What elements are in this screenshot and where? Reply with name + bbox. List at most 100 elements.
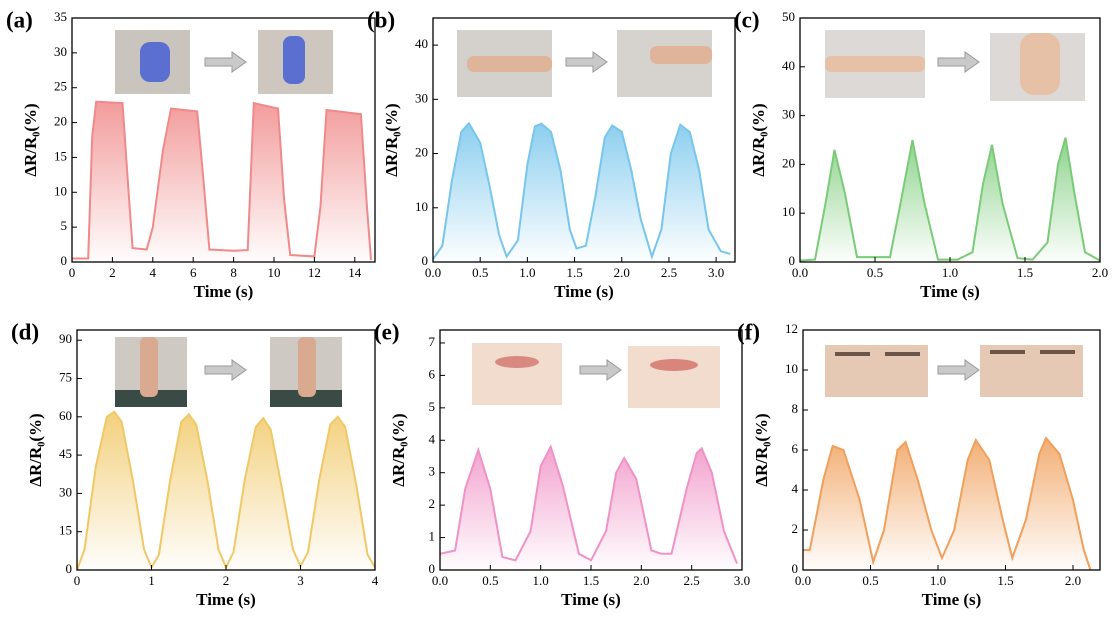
y-tick-label: 15 — [54, 148, 67, 163]
x-tick-label: 1.5 — [1017, 265, 1033, 280]
y-tick-label: 6 — [792, 441, 799, 456]
panel-label: (c) — [734, 7, 760, 32]
x-tick-label: 2.0 — [1065, 573, 1081, 588]
y-tick-label: 50 — [782, 9, 795, 24]
photo-brow — [835, 352, 870, 356]
photo-leg — [140, 337, 158, 397]
y-tick-label: 0 — [66, 561, 73, 576]
x-tick-label: 0.5 — [867, 265, 883, 280]
x-tick-label: 2 — [223, 573, 230, 588]
y-tick-label: 5 — [61, 218, 68, 233]
area — [77, 412, 375, 570]
y-tick-label: 20 — [54, 114, 67, 129]
y-tick-label: 15 — [59, 523, 72, 538]
y-tick-label: 20 — [415, 145, 428, 160]
y-tick-label: 60 — [59, 408, 72, 423]
y-axis-label: ΔR/R₀(%) — [26, 413, 45, 486]
x-tick-label: 0.5 — [482, 573, 498, 588]
y-tick-label: 30 — [782, 107, 795, 122]
arrow — [566, 52, 607, 72]
x-axis-label: Time (s) — [554, 282, 614, 301]
x-tick-label: 1.0 — [930, 573, 946, 588]
x-tick-label: 2.0 — [1092, 265, 1108, 280]
x-tick-label: 2 — [109, 265, 116, 280]
photo-arm — [825, 56, 925, 72]
y-axis-label: ΔR/R₀(%) — [21, 103, 40, 176]
arrow — [938, 360, 979, 380]
y-tick-label: 75 — [59, 369, 72, 384]
x-tick-label: 2.0 — [614, 265, 630, 280]
arrow — [205, 360, 246, 380]
x-tick-label: 0 — [69, 265, 76, 280]
x-tick-label: 2.5 — [684, 573, 700, 588]
y-tick-label: 35 — [54, 9, 67, 24]
photo-brow — [990, 350, 1025, 354]
photo-brow — [885, 352, 920, 356]
x-tick-label: 2.0 — [633, 573, 649, 588]
x-tick-label: 1.5 — [583, 573, 599, 588]
photo-leg — [298, 337, 316, 397]
area — [433, 123, 730, 262]
x-tick-label: 3.0 — [708, 265, 724, 280]
panel-label: (d) — [11, 319, 39, 344]
x-tick-label: 3 — [297, 573, 304, 588]
x-tick-label: 3.0 — [734, 573, 750, 588]
photo-arm — [650, 46, 712, 64]
x-tick-label: 10 — [268, 265, 281, 280]
photo-brow — [1040, 350, 1075, 354]
y-tick-label: 0 — [422, 253, 429, 268]
y-tick-label: 3 — [429, 464, 436, 479]
panel-label: (f) — [737, 319, 760, 344]
x-tick-label: 12 — [308, 265, 321, 280]
arrow — [580, 360, 621, 380]
photo-arm — [1020, 33, 1060, 95]
y-tick-label: 20 — [782, 155, 795, 170]
y-tick-label: 30 — [54, 44, 67, 59]
y-tick-label: 7 — [429, 334, 436, 349]
photo-hand — [283, 36, 305, 84]
photo-arm — [467, 56, 552, 72]
x-tick-label: 1.5 — [566, 265, 582, 280]
photo-lips — [495, 356, 539, 368]
x-tick-label: 2.5 — [661, 265, 677, 280]
photo-lips — [650, 359, 698, 371]
x-axis-label: Time (s) — [194, 282, 254, 301]
x-tick-label: 4 — [150, 265, 157, 280]
y-tick-label: 1 — [429, 529, 436, 544]
x-tick-label: 1 — [148, 573, 155, 588]
y-tick-label: 0 — [792, 561, 799, 576]
y-tick-label: 0 — [429, 561, 436, 576]
y-tick-label: 10 — [54, 183, 67, 198]
x-tick-label: 1.0 — [533, 573, 549, 588]
y-tick-label: 4 — [429, 431, 436, 446]
y-tick-label: 12 — [785, 321, 798, 336]
y-tick-label: 45 — [59, 446, 72, 461]
y-tick-label: 2 — [429, 496, 436, 511]
y-tick-label: 90 — [59, 331, 72, 346]
x-tick-label: 1.0 — [942, 265, 958, 280]
y-axis-label: ΔR/R₀(%) — [382, 103, 401, 176]
x-tick-label: 0.5 — [472, 265, 488, 280]
y-axis-label: ΔR/R₀(%) — [389, 413, 408, 486]
x-tick-label: 6 — [190, 265, 197, 280]
x-axis-label: Time (s) — [920, 282, 980, 301]
x-axis-label: Time (s) — [561, 590, 621, 609]
y-tick-label: 5 — [429, 399, 436, 414]
photo — [628, 346, 720, 408]
y-tick-label: 6 — [429, 366, 436, 381]
y-tick-label: 10 — [415, 199, 428, 214]
x-tick-label: 0 — [74, 573, 81, 588]
x-tick-label: 1.0 — [519, 265, 535, 280]
plots: 0246810121405101520253035Time (s)ΔR/R₀(%… — [6, 7, 1108, 609]
y-tick-label: 10 — [785, 361, 798, 376]
y-tick-label: 25 — [54, 79, 67, 94]
y-axis-label: ΔR/R₀(%) — [749, 103, 768, 176]
y-tick-label: 30 — [59, 484, 72, 499]
panel-label: (a) — [6, 7, 33, 32]
arrow — [938, 52, 979, 72]
y-tick-label: 40 — [415, 36, 428, 51]
y-tick-label: 4 — [792, 481, 799, 496]
panel-label: (e) — [374, 319, 400, 344]
y-tick-label: 0 — [61, 253, 68, 268]
x-axis-label: Time (s) — [196, 590, 256, 609]
